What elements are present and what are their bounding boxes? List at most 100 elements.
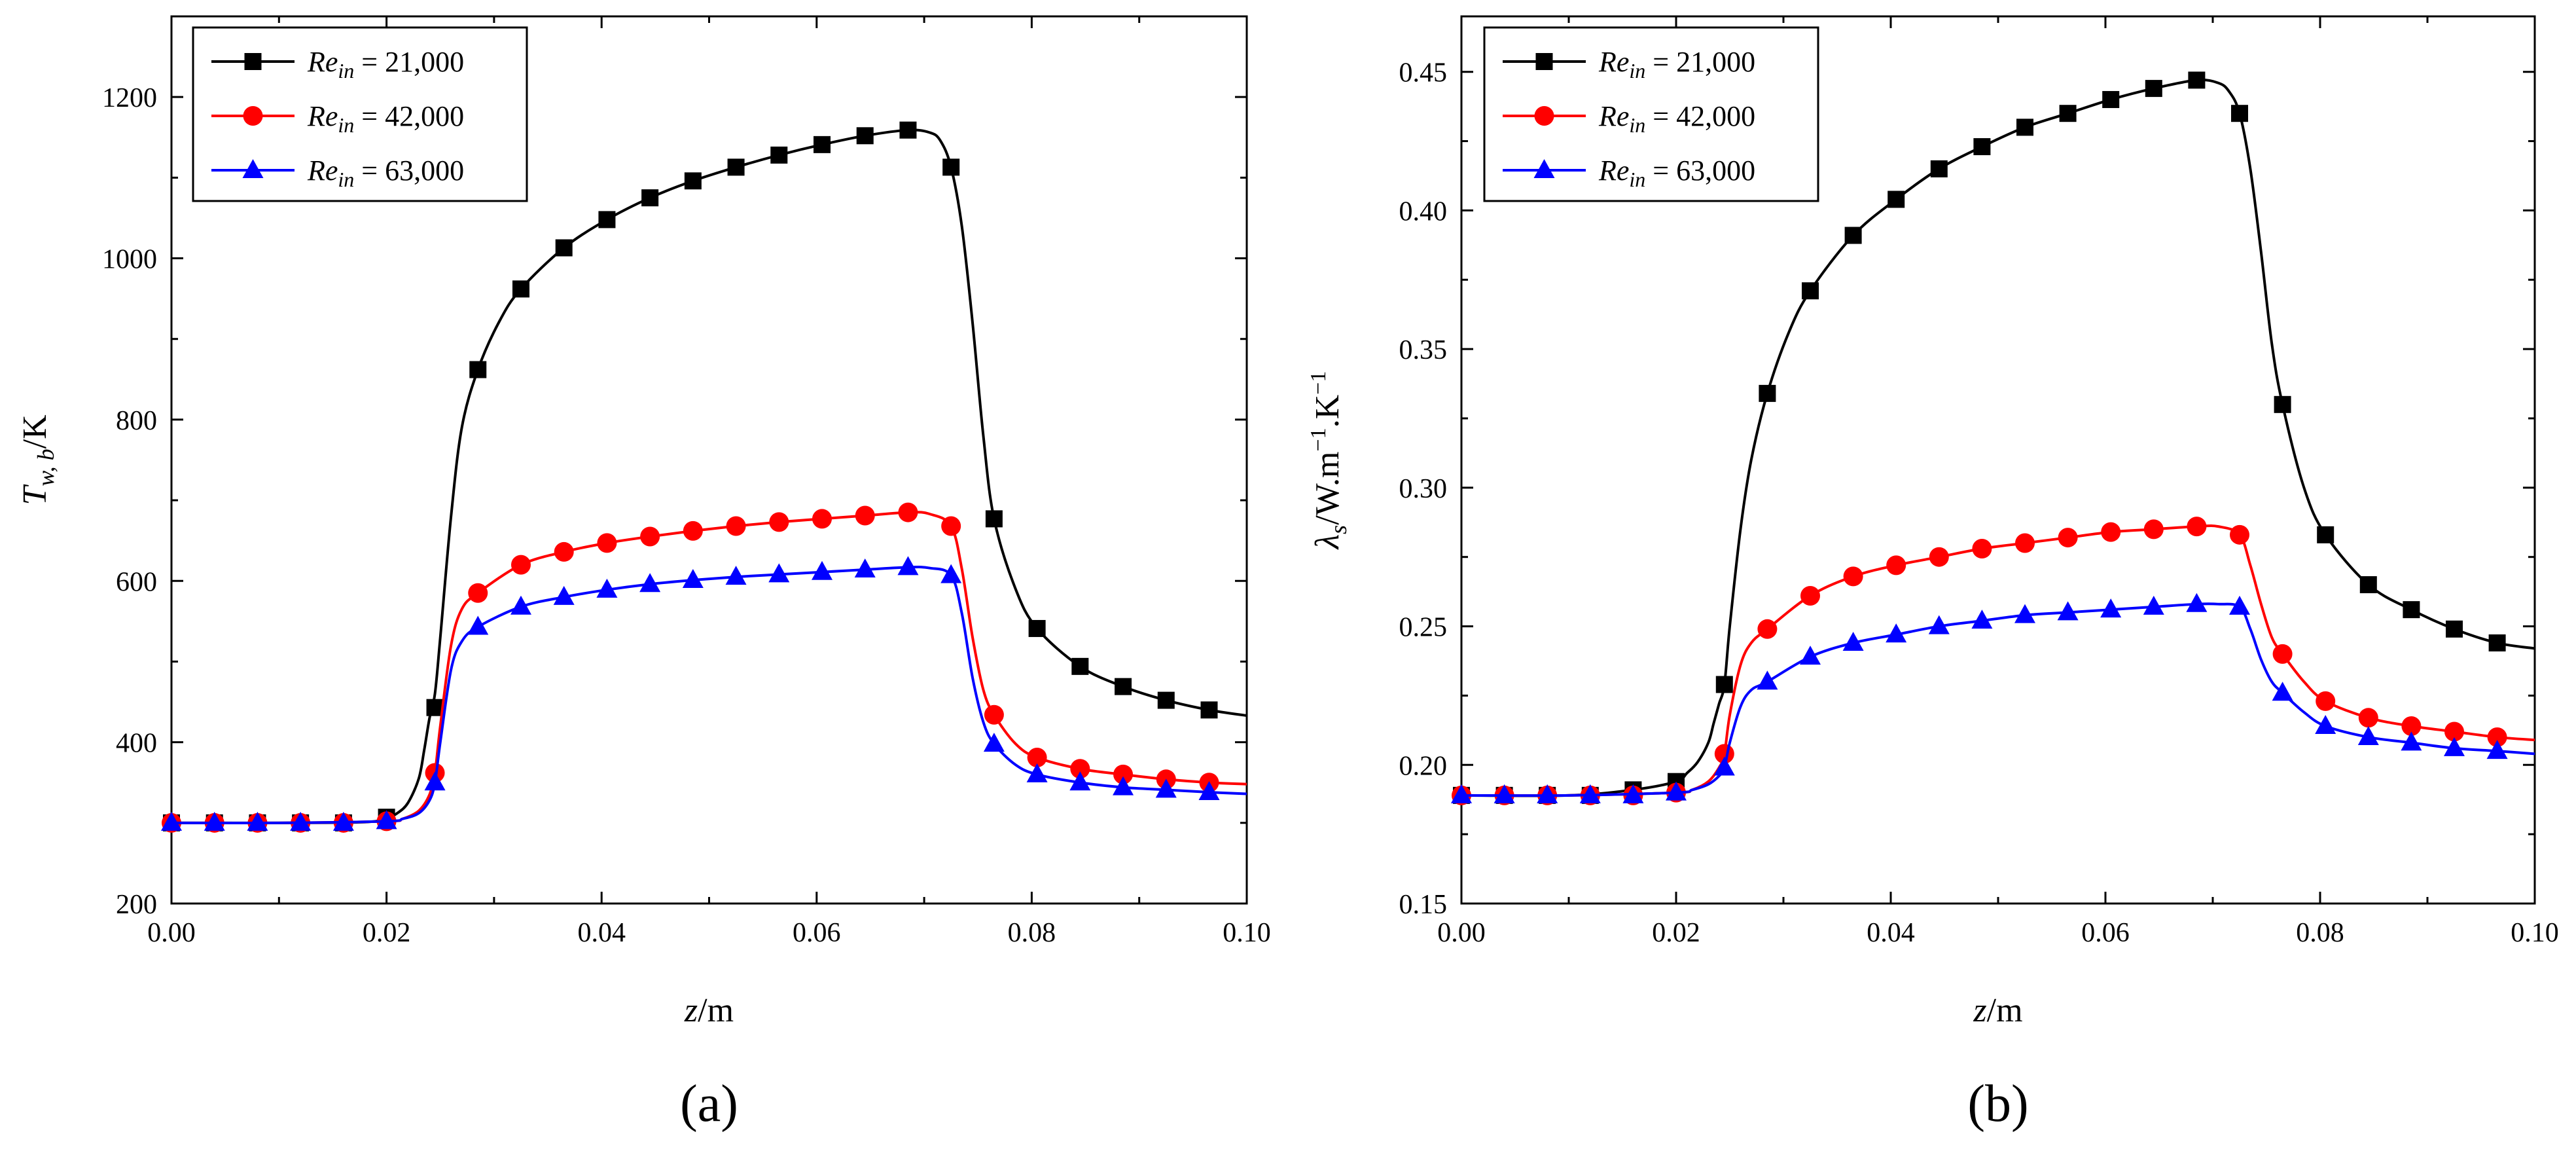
data-point <box>1537 784 1558 803</box>
data-point <box>2188 71 2206 89</box>
y-tick-label: 1000 <box>102 245 157 275</box>
data-point <box>2059 105 2077 122</box>
data-point <box>812 509 832 529</box>
data-point <box>812 560 833 580</box>
data-point <box>1886 555 1906 576</box>
data-point <box>1027 748 1047 768</box>
data-point <box>1713 756 1735 776</box>
data-point <box>2145 80 2162 98</box>
data-point <box>854 558 876 578</box>
data-point <box>2315 715 2336 734</box>
data-point <box>641 189 659 207</box>
series-line <box>1461 524 2535 797</box>
data-point <box>899 121 917 139</box>
data-point <box>768 563 790 583</box>
panel-label: (a) <box>680 1075 738 1133</box>
data-point <box>510 555 531 575</box>
data-point <box>467 615 489 635</box>
data-point <box>2015 533 2035 553</box>
data-point <box>598 211 616 228</box>
x-tick-label: 0.00 <box>1437 918 1486 948</box>
data-point <box>2143 519 2164 539</box>
data-point <box>2274 395 2291 413</box>
data-point <box>1759 384 1776 402</box>
data-point <box>1973 138 1991 156</box>
data-point <box>1800 646 1821 665</box>
panel-label: (b) <box>1967 1075 2028 1133</box>
data-point <box>639 573 661 593</box>
x-tick-label: 0.02 <box>363 918 411 948</box>
legend-marker <box>1533 159 1555 178</box>
data-point <box>725 566 747 585</box>
data-point <box>2358 708 2378 728</box>
legend: Rein = 21,000 Rein = 42,000 Rein = 63,000 <box>192 26 528 202</box>
data-point <box>2101 522 2121 542</box>
data-point <box>1069 771 1091 791</box>
data-point <box>1070 759 1090 779</box>
data-point <box>1198 781 1220 801</box>
data-point <box>2317 526 2334 543</box>
legend-marker <box>244 53 262 70</box>
data-point <box>683 521 703 541</box>
y-tick-label: 600 <box>116 567 157 597</box>
data-point <box>1971 610 1993 629</box>
data-point <box>1113 764 1134 784</box>
data-point <box>468 583 488 603</box>
x-tick-label: 0.04 <box>577 918 626 948</box>
data-point <box>1886 623 1907 643</box>
data-point <box>941 516 961 536</box>
chart-panel-a: 0.00 0.02 0.04 0.06 0.08 0.10 200 400 600 800 1000… <box>16 15 1271 1133</box>
data-point <box>682 569 704 589</box>
legend-label: Rein = 63,000 <box>1598 155 1755 191</box>
data-point <box>1757 670 1778 690</box>
data-point <box>2014 604 2035 623</box>
y-tick-label: 800 <box>116 406 157 436</box>
y-tick-label: 1200 <box>102 83 157 113</box>
x-tick-label: 0.10 <box>2511 918 2559 948</box>
data-point <box>940 564 962 583</box>
data-point <box>2487 727 2507 747</box>
y-tick-label: 0.35 <box>1399 335 1448 365</box>
data-point <box>985 510 1003 528</box>
data-point <box>2444 722 2464 742</box>
data-point <box>1157 691 1175 709</box>
data-point <box>2100 598 2122 618</box>
data-point <box>1622 784 1644 803</box>
data-point <box>596 578 618 598</box>
data-point <box>1928 615 1950 634</box>
data-point <box>2272 682 2293 701</box>
data-point <box>640 526 660 547</box>
data-point <box>1494 784 1515 803</box>
x-tick-label: 0.04 <box>1867 918 1915 948</box>
series-3 <box>1451 593 2535 803</box>
data-point <box>1972 539 1992 558</box>
chart-panel-b: 0.00 0.02 0.04 0.06 0.08 0.10 0.15 0.20 0.25 0.30… <box>1306 15 2559 1133</box>
data-point <box>1200 701 1218 719</box>
legend: Rein = 21,000 Rein = 42,000 Rein = 63,000 <box>1483 26 1819 202</box>
y-tick-label: 0.20 <box>1399 751 1448 781</box>
data-point <box>1028 619 1046 637</box>
data-point <box>856 127 874 145</box>
data-point <box>2272 644 2293 664</box>
x-tick-label: 0.06 <box>2081 918 2130 948</box>
data-point <box>727 158 745 176</box>
data-point <box>2229 595 2250 615</box>
x-axis-title: z/m <box>1973 992 2022 1029</box>
data-point <box>1842 631 1864 651</box>
data-point <box>1843 566 1863 587</box>
y-tick-label: 0.15 <box>1399 890 1448 920</box>
data-point <box>942 158 960 176</box>
data-point <box>814 136 831 153</box>
data-point <box>1071 657 1089 675</box>
legend-marker <box>242 159 264 178</box>
data-point <box>332 811 354 831</box>
data-point <box>684 172 702 190</box>
data-point <box>2186 593 2208 612</box>
data-point <box>1844 227 1862 244</box>
data-point <box>898 502 918 522</box>
data-point <box>2102 91 2120 109</box>
data-point <box>1666 781 1687 801</box>
data-point <box>1113 776 1134 795</box>
data-point <box>290 811 312 831</box>
